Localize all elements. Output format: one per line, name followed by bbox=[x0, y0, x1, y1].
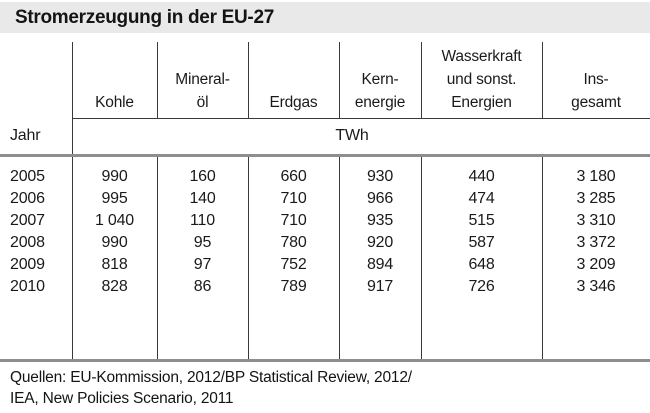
table-row: 2009 818 97 752 894 648 3 209 bbox=[0, 254, 650, 276]
value-cell: 3 310 bbox=[576, 212, 616, 229]
source-line-1: Quellen: EU-Kommission, 2012/BP Statisti… bbox=[10, 369, 412, 386]
column-separator bbox=[420, 42, 422, 118]
value-cell: 3 180 bbox=[576, 168, 616, 185]
column-header-erdgas: Erdgas bbox=[269, 94, 318, 111]
value-cell: 995 bbox=[101, 190, 128, 207]
column-separator bbox=[247, 157, 249, 359]
value-cell: 440 bbox=[468, 168, 495, 185]
column-header-mineraloel: Mineral- öl bbox=[175, 71, 230, 111]
value-cell: 990 bbox=[101, 234, 128, 251]
column-header-insgesamt: Ins- gesamt bbox=[571, 71, 621, 111]
unit-label-twh: TWh bbox=[335, 127, 369, 144]
value-cell: 3 372 bbox=[576, 234, 616, 251]
value-cell: 789 bbox=[280, 278, 307, 295]
column-separator bbox=[541, 42, 543, 118]
source-line-2: IEA, New Policies Scenario, 2011 bbox=[10, 389, 234, 407]
value-cell: 930 bbox=[366, 168, 394, 185]
value-cell: 990 bbox=[101, 168, 128, 185]
column-header-kernenergie: Kern- energie bbox=[354, 71, 406, 111]
column-separator bbox=[338, 157, 340, 359]
value-cell: 710 bbox=[280, 190, 307, 207]
page-title: Stromerzeugung in der EU-27 bbox=[15, 7, 274, 28]
value-cell: 894 bbox=[366, 256, 394, 273]
source-note: Quellen: EU-Kommission, 2012/BP Statisti… bbox=[10, 368, 630, 409]
year-cell: 2010 bbox=[10, 278, 45, 295]
year-cell: 2007 bbox=[10, 212, 45, 229]
row-header-jahr: Jahr bbox=[10, 127, 41, 144]
table-row: 2005 990 160 660 930 440 3 180 bbox=[0, 166, 650, 188]
title-bar: Stromerzeugung in der EU-27 bbox=[0, 2, 650, 33]
value-cell: 935 bbox=[366, 212, 394, 229]
value-cell: 917 bbox=[366, 278, 394, 295]
table-body: 2005 990 160 660 930 440 3 180 2006 995 140 710 966… bbox=[0, 166, 650, 298]
value-cell: 660 bbox=[280, 168, 307, 185]
header-rule bbox=[72, 117, 650, 120]
table-row: 2010 828 86 789 917 726 3 346 bbox=[0, 276, 650, 298]
value-cell: 3 285 bbox=[576, 190, 616, 207]
value-cell: 515 bbox=[468, 212, 495, 229]
value-cell: 710 bbox=[280, 212, 307, 229]
value-cell: 828 bbox=[101, 278, 128, 295]
value-cell: 1 040 bbox=[94, 212, 135, 229]
value-cell: 818 bbox=[101, 256, 128, 273]
column-separator bbox=[247, 42, 249, 118]
year-cell: 2006 bbox=[10, 190, 45, 207]
value-cell: 95 bbox=[193, 234, 212, 251]
table-bottom-rule bbox=[0, 359, 650, 362]
value-cell: 752 bbox=[280, 256, 307, 273]
value-cell: 648 bbox=[468, 256, 495, 273]
value-cell: 3 346 bbox=[576, 278, 616, 295]
value-cell: 86 bbox=[193, 278, 212, 295]
value-cell: 474 bbox=[468, 190, 495, 207]
year-cell: 2008 bbox=[10, 234, 45, 251]
value-cell: 110 bbox=[190, 212, 215, 229]
value-cell: 726 bbox=[468, 278, 495, 295]
table-row: 2008 990 95 780 920 587 3 372 bbox=[0, 232, 650, 254]
table-row: 2007 1 040 110 710 935 515 3 310 bbox=[0, 210, 650, 232]
value-cell: 966 bbox=[366, 190, 394, 207]
year-cell: 2009 bbox=[10, 256, 45, 273]
column-separator bbox=[71, 42, 73, 359]
value-cell: 780 bbox=[280, 234, 307, 251]
column-separator bbox=[156, 157, 158, 359]
table-row: 2006 995 140 710 966 474 3 285 bbox=[0, 188, 650, 210]
value-cell: 160 bbox=[189, 168, 216, 185]
column-separator bbox=[156, 42, 158, 118]
column-separator bbox=[420, 157, 422, 359]
table-top-rule bbox=[0, 154, 650, 157]
column-separator bbox=[338, 42, 340, 118]
column-separator bbox=[541, 157, 543, 359]
value-cell: 3 209 bbox=[576, 256, 616, 273]
column-header-wasserkraft: Wasserkraft und sonst. Energien bbox=[441, 48, 522, 111]
value-cell: 140 bbox=[189, 190, 216, 207]
value-cell: 920 bbox=[366, 234, 394, 251]
column-header-kohle: Kohle bbox=[95, 94, 134, 111]
value-cell: 587 bbox=[468, 234, 495, 251]
value-cell: 97 bbox=[193, 256, 212, 273]
year-cell: 2005 bbox=[10, 168, 45, 185]
